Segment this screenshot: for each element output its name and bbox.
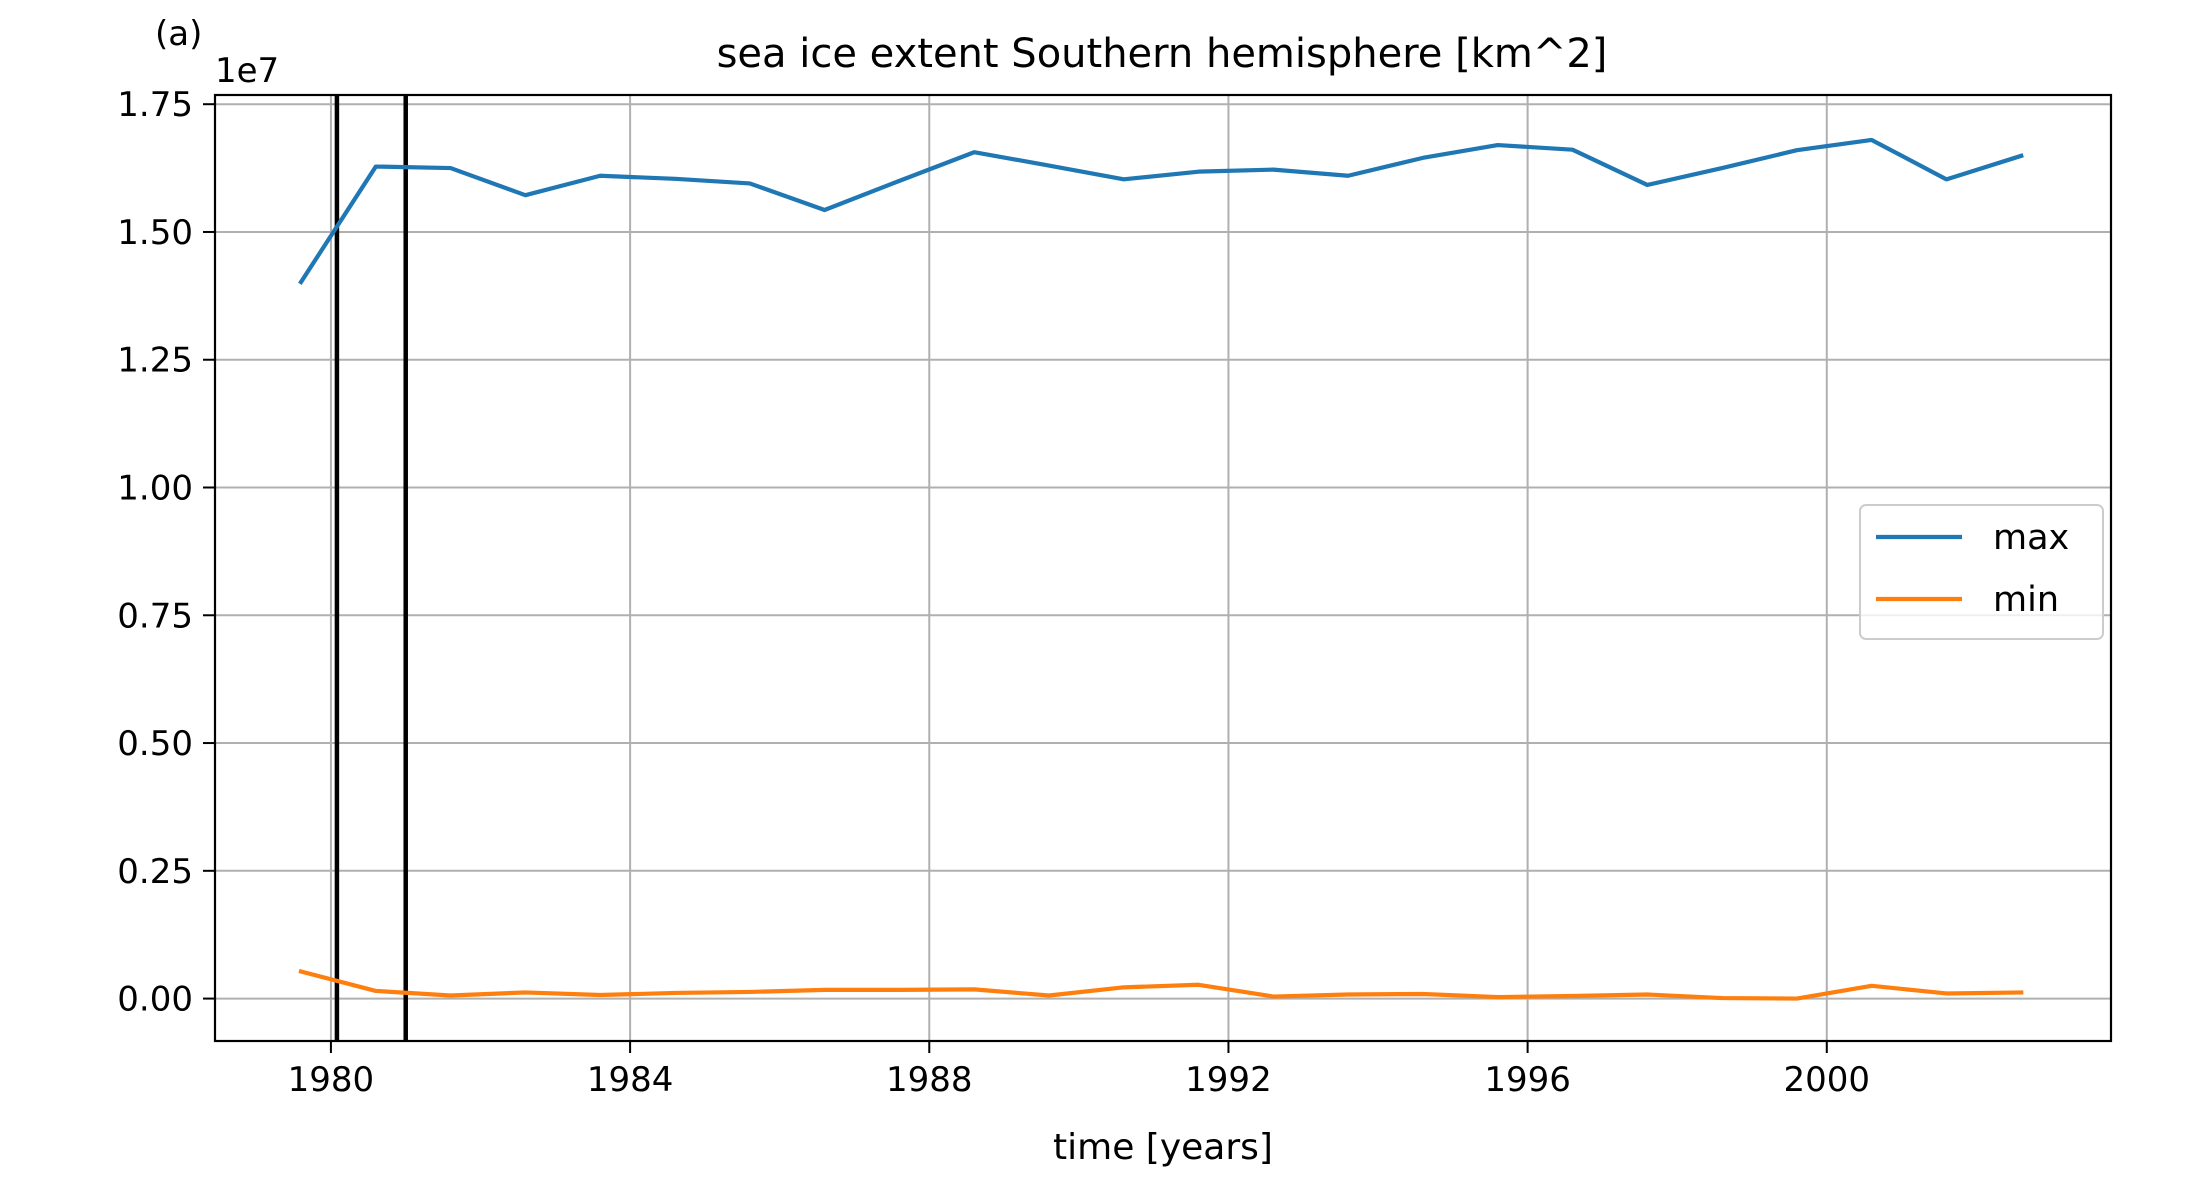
y-tick-label: 1.00 [117, 469, 193, 509]
plot-frame [213, 93, 2113, 1043]
x-tick-label: 1980 [288, 1060, 375, 1100]
y-offset-label: 1e7 [215, 51, 279, 91]
x-tick-label: 1996 [1484, 1060, 1571, 1100]
legend-label-min: min [1993, 580, 2059, 620]
x-tick-label: 1988 [886, 1060, 973, 1100]
series-line-min [298, 968, 2024, 1001]
series-group [298, 137, 2024, 1001]
x-axis-ticks: 1980 1984 1988 1992 1996 2000 [288, 1041, 1870, 1100]
y-tick-label: 0.25 [117, 852, 193, 892]
legend-label-max: max [1993, 518, 2069, 558]
y-tick-label: 0.75 [117, 596, 193, 636]
x-tick-label: 1992 [1185, 1060, 1272, 1100]
y-tick-label: 1.50 [117, 213, 193, 253]
y-tick-label: 0.50 [117, 724, 193, 764]
x-axis-label: time [years] [1053, 1127, 1273, 1168]
chart-title: sea ice extent Southern hemisphere [km^2… [717, 31, 1608, 77]
panel-label: (a) [155, 14, 202, 54]
y-tick-label: 0.00 [117, 980, 193, 1020]
legend: max min [1859, 504, 2104, 640]
x-tick-label: 2000 [1784, 1060, 1871, 1100]
vertical-markers [334, 95, 408, 1041]
x-tick-label: 1984 [587, 1060, 674, 1100]
y-tick-label: 1.75 [117, 85, 193, 125]
y-axis-ticks: 0.00 0.25 0.50 0.75 1.00 1.25 1.50 1.75 [117, 85, 215, 1020]
y-tick-label: 1.25 [117, 341, 193, 381]
series-line-max [298, 137, 2024, 285]
